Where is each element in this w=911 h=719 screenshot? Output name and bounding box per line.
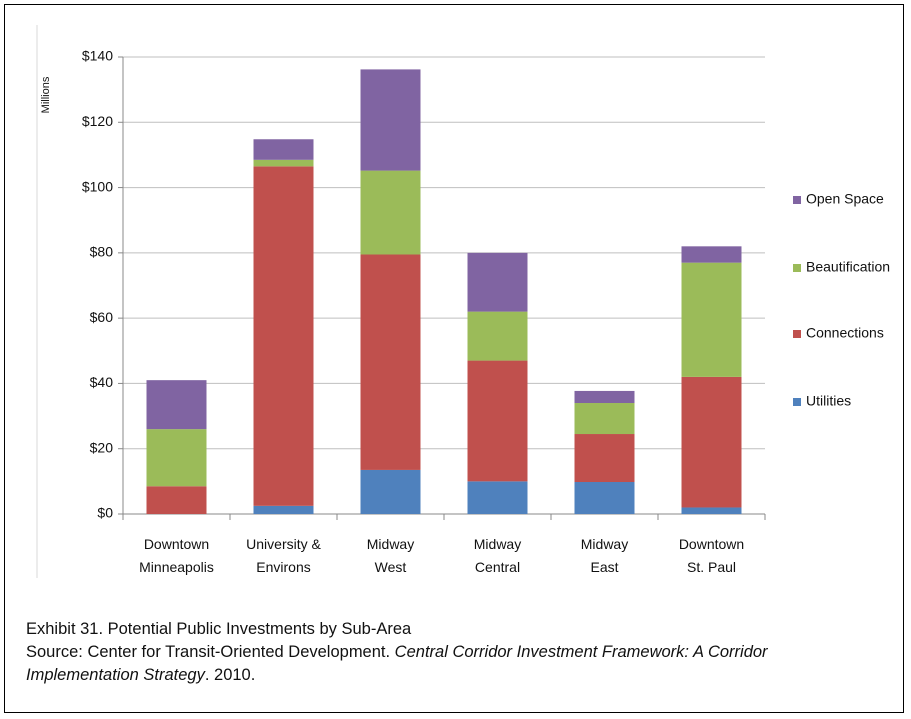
x-tick-label: University & Environs: [246, 536, 321, 575]
y-tick-label: $0: [97, 505, 113, 521]
y-tick-label: $100: [82, 178, 113, 194]
source-prefix: Source: Center for Transit-Oriented Deve…: [26, 643, 395, 661]
bar-segment: [467, 360, 528, 482]
caption-title: Exhibit 31. Potential Public Investments…: [26, 620, 412, 638]
bar-segment: [467, 252, 528, 312]
x-tick-label: Midway East: [581, 536, 628, 575]
legend-swatch: [793, 398, 801, 406]
source-suffix: . 2010.: [204, 666, 256, 684]
legend-label: Utilities: [806, 393, 851, 409]
caption-source: Source: Center for Transit-Oriented Deve…: [26, 641, 786, 687]
y-tick-label: $140: [82, 48, 113, 64]
bar-segment: [681, 376, 742, 508]
x-tick-label: Downtown St. Paul: [679, 536, 744, 575]
bar-segment: [253, 139, 314, 160]
bar-segment: [360, 469, 421, 514]
bar-segment: [681, 262, 742, 377]
bar-segment: [360, 170, 421, 255]
bar-segment: [574, 434, 635, 483]
x-tick-label: Midway West: [367, 536, 414, 575]
bar-segment: [467, 311, 528, 361]
x-tick-label: Downtown Minneapolis: [139, 536, 214, 575]
caption: Exhibit 31. Potential Public Investments…: [26, 618, 786, 687]
legend-label: Beautification: [806, 259, 890, 275]
legend-swatch: [793, 330, 801, 338]
bar-segment: [146, 486, 207, 514]
bar-segment: [360, 69, 421, 171]
bar-segment: [574, 482, 635, 514]
y-tick-label: $80: [90, 244, 114, 260]
bar-segment: [146, 380, 207, 430]
bar-segment: [253, 505, 314, 514]
chart: Millions $0 $20 $40 $60 $80 $100 $120 $140 Downt…: [36, 25, 890, 578]
bar-segment: [253, 166, 314, 506]
y-tick-label: $40: [90, 374, 114, 390]
legend-label: Connections: [806, 325, 884, 341]
y-axis-label: Millions: [40, 76, 52, 113]
bar-segment: [253, 159, 314, 167]
document-frame: [4, 4, 904, 713]
legend-label: Open Space: [806, 191, 884, 207]
legend-swatch: [793, 196, 801, 204]
bar-segment: [360, 254, 421, 470]
bar-segment: [574, 403, 635, 435]
source-work: Central Corridor Investment Framework: A…: [26, 643, 768, 684]
bar-segment: [146, 429, 207, 487]
y-tick-label: $60: [90, 309, 114, 325]
bar-segment: [574, 390, 635, 404]
y-tick-label: $20: [90, 439, 114, 455]
x-tick-label: Midway Central: [474, 536, 521, 575]
y-tick-label: $120: [82, 113, 113, 129]
bar-segment: [467, 481, 528, 514]
bar-segment: [681, 246, 742, 263]
bar-segment: [681, 507, 742, 514]
legend-swatch: [793, 264, 801, 272]
